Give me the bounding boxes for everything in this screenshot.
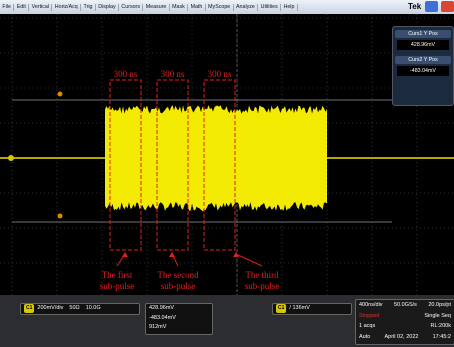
arrow [235,253,263,267]
acq-row: 1 acqs RL:200k [356,321,454,332]
readout-value: 428.96mV [149,305,175,311]
menu-item[interactable]: Analyze [234,3,259,11]
channel-badge: C1 [24,304,35,313]
pulse-trace [105,105,327,211]
arrow-head [122,252,128,257]
acq-field: 400ns/div [359,302,383,308]
interval-box [109,79,142,251]
readout-label: Curs1 Y Pos [395,30,451,38]
trigger-level: 136mV [292,305,310,311]
interval-label: 300 ns [114,69,138,79]
readout-row: -483.04mV [146,314,212,324]
menu-item[interactable]: Math [188,3,206,11]
readout-value: -483.04mV [149,314,176,321]
brand: Tek [408,2,422,11]
menu-item[interactable]: Cursors [119,3,144,11]
interval-label: 300 ns [208,69,232,79]
close-button[interactable] [441,1,454,12]
menu-item[interactable]: Edit [14,3,30,11]
sub-pulse-label: sub-pulse [161,281,196,291]
trigger-box[interactable]: C1/ 136mV [272,303,352,315]
arrow-head [169,252,175,257]
acq-field: 17:45:2 [432,333,451,340]
menu-bar: File Edit Vertical Horiz/Acq Trig Display Curs… [0,0,454,14]
menu-item[interactable]: Display [96,3,120,11]
acquisition-box: 400ns/div 50.0GS/s 20.0ps/pt Stopped Single … [355,299,454,345]
menu-item[interactable]: Measure [143,3,170,11]
acq-field: Single Seq [424,312,451,319]
bandwidth: 10.0G [85,305,101,311]
acq-field: 20.0ps/pt [428,302,451,308]
cursor-readout: Curs1 Y Pos 428.96mV Curs2 Y Pos -483.04mV [392,26,454,106]
acq-row: Auto April 02, 2022 17:45:2 [356,332,454,343]
channel-marker [8,155,14,161]
sub-pulse-label: The first [102,270,133,280]
sub-pulse-label: The third [245,270,279,280]
menu-item[interactable]: Mask [170,3,189,11]
status-bar: C1 200mV/div 50Ω 10.0G 428.96mV -483.04mV 912… [0,295,454,347]
sub-pulse-label: sub-pulse [100,281,135,291]
readout-value: 912mV [149,324,167,330]
readout-value: -483.04mV [397,66,449,76]
interval-box [203,79,236,251]
trigger-badge: C1 [276,304,287,313]
impedance: 50Ω [69,305,80,311]
menu-item[interactable]: Trig [81,3,96,11]
menu-item[interactable]: Help [281,3,298,11]
acq-field: 1 acqs [359,323,376,329]
acq-field: 50.0GS/s [393,302,417,308]
vertical-scale: 200mV/div [37,305,64,311]
arrow-head [233,252,239,257]
readout-row: 428.96mV [146,304,212,314]
readout-row: 912mV [146,323,212,333]
cursor-marker [57,213,63,219]
minimize-button[interactable] [425,1,438,12]
menu-item[interactable]: Utilities [258,3,282,11]
interval-box [156,79,189,251]
interval-label: 300 ns [161,69,185,79]
menu-item[interactable]: Horiz/Acq [52,3,82,11]
menu-item[interactable]: MyScope [206,3,234,11]
readout-value: 428.96mV [397,40,449,50]
menu-item[interactable]: File [0,3,15,11]
cursor-marker [57,91,63,97]
acq-field: Auto [359,333,371,340]
acq-row: 400ns/div 50.0GS/s 20.0ps/pt [356,300,454,311]
readout-box: 428.96mV -483.04mV 912mV [145,303,213,335]
channel-box[interactable]: C1 200mV/div 50Ω 10.0G [20,303,140,315]
acq-field: Stopped [359,312,380,319]
acq-field: April 02, 2022 [384,333,419,340]
acq-field: RL:200k [430,323,452,329]
sub-pulse-label: The second [157,270,199,280]
readout-label: Curs2 Y Pos [395,56,451,64]
acq-row: Stopped Single Seq [356,311,454,322]
menu-item[interactable]: Vertical [29,3,53,11]
sub-pulse-label: sub-pulse [245,281,280,291]
